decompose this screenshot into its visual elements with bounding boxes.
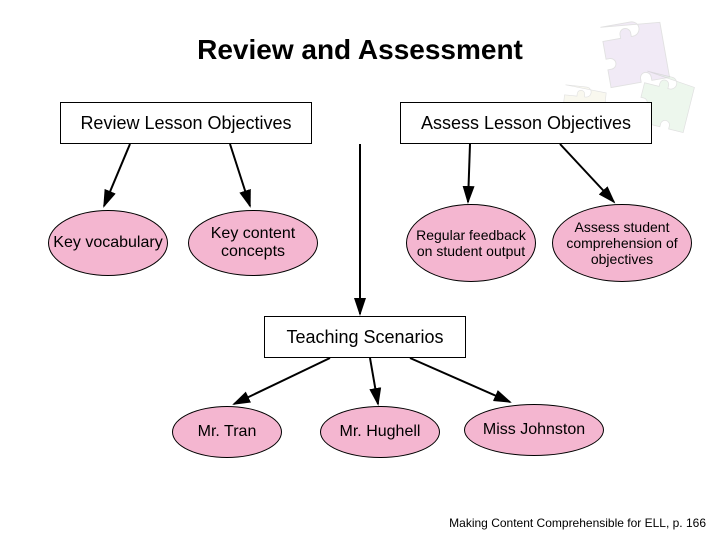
oval-regular-feedback-label: Regular feedback on student output [411,227,531,259]
footer-citation: Making Content Comprehensible for ELL, p… [449,516,706,530]
oval-regular-feedback: Regular feedback on student output [406,204,536,282]
oval-mr-tran: Mr. Tran [172,406,282,458]
box-review-label: Review Lesson Objectives [80,113,291,134]
box-scenarios-label: Teaching Scenarios [286,327,443,348]
oval-mr-tran-label: Mr. Tran [198,423,257,441]
oval-miss-johnston-label: Miss Johnston [483,421,585,439]
oval-assess-comprehension: Assess student comprehension of objectiv… [552,204,692,282]
box-assess-objectives: Assess Lesson Objectives [400,102,652,144]
box-review-objectives: Review Lesson Objectives [60,102,312,144]
box-assess-label: Assess Lesson Objectives [421,113,631,134]
oval-key-content-concepts-label: Key content concepts [193,225,313,262]
oval-key-vocabulary-label: Key vocabulary [53,234,162,252]
oval-mr-hughell-label: Mr. Hughell [340,423,421,441]
slide-title: Review and Assessment [0,34,720,66]
oval-key-vocabulary: Key vocabulary [48,210,168,276]
oval-key-content-concepts: Key content concepts [188,210,318,276]
oval-mr-hughell: Mr. Hughell [320,406,440,458]
box-teaching-scenarios: Teaching Scenarios [264,316,466,358]
oval-assess-comprehension-label: Assess student comprehension of objectiv… [557,219,687,267]
oval-miss-johnston: Miss Johnston [464,404,604,456]
slide-stage: Review and Assessment Review Lesson Obje… [0,0,720,540]
